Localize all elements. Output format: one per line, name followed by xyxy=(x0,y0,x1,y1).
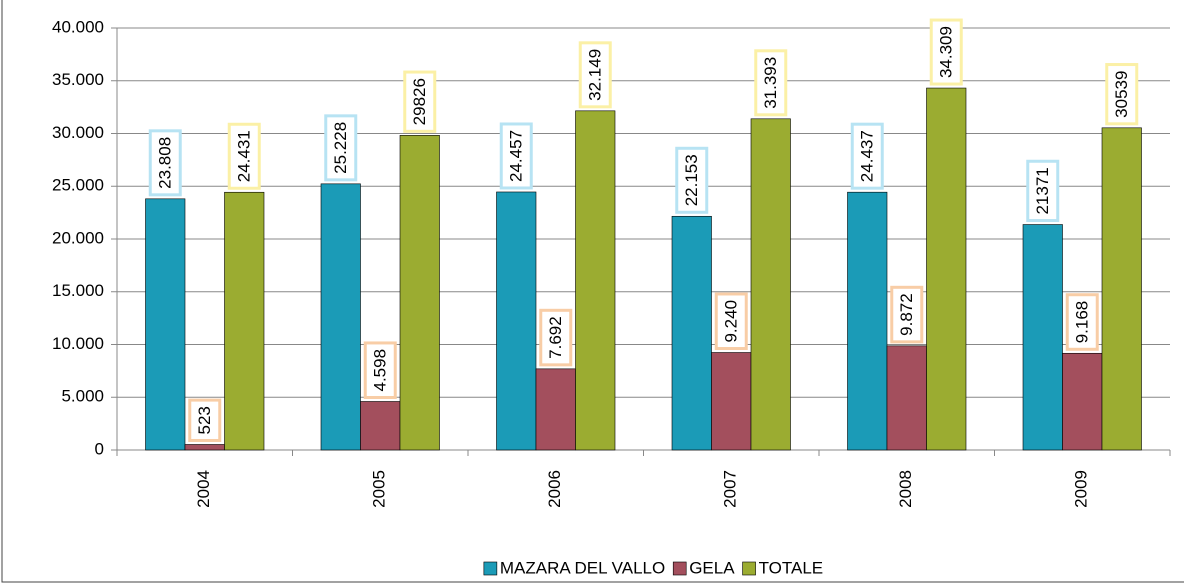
data-label-box xyxy=(890,285,924,344)
y-tick-label: 25.000 xyxy=(52,176,104,195)
y-tick-label: 15.000 xyxy=(52,281,104,300)
x-tick-label: 2004 xyxy=(194,470,213,508)
data-label-text: 9.168 xyxy=(1073,301,1092,344)
bar xyxy=(1062,352,1103,451)
legend-label: GELA xyxy=(689,558,735,577)
bar xyxy=(711,352,752,451)
y-tick-label: 5.000 xyxy=(61,387,104,406)
data-label: 24.431 xyxy=(227,122,261,190)
data-label: 23.808 xyxy=(148,129,182,197)
data-label-text: 34.309 xyxy=(937,26,956,78)
data-label-text: 24.457 xyxy=(507,130,526,182)
data-label: 523 xyxy=(188,398,222,442)
bar xyxy=(1022,224,1063,451)
data-label-box xyxy=(188,398,222,442)
data-label-text: 24.431 xyxy=(235,130,254,182)
y-tick-label: 35.000 xyxy=(52,70,104,89)
data-label-text: 523 xyxy=(195,406,214,434)
data-label-text: 7.692 xyxy=(546,316,565,359)
bar xyxy=(886,345,927,451)
bar xyxy=(399,135,440,451)
y-tick-label: 10.000 xyxy=(52,334,104,353)
data-label-text: 4.598 xyxy=(371,349,390,392)
y-tick-label: 20.000 xyxy=(52,228,104,247)
data-label: 9.240 xyxy=(714,292,748,351)
data-label-box xyxy=(539,308,573,367)
data-label-box xyxy=(1105,63,1139,126)
data-label-text: 23.808 xyxy=(156,137,175,189)
data-label: 9.168 xyxy=(1065,293,1099,351)
bar xyxy=(535,368,576,451)
data-label-text: 9.240 xyxy=(722,300,741,343)
data-label-box xyxy=(499,122,533,190)
data-label: 32.149 xyxy=(578,41,612,109)
data-label-box xyxy=(227,122,261,190)
data-label-text: 21371 xyxy=(1033,167,1052,214)
legend-label: MAZARA DEL VALLO xyxy=(500,558,665,577)
data-label: 22.153 xyxy=(675,146,709,214)
x-tick-label: 2005 xyxy=(370,470,389,508)
x-tick-label: 2009 xyxy=(1072,470,1091,508)
bar xyxy=(360,401,401,451)
data-label: 29826 xyxy=(403,70,437,133)
data-label-box xyxy=(929,18,963,86)
data-label-text: 24.437 xyxy=(858,130,877,182)
bar xyxy=(145,198,186,451)
legend-swatch xyxy=(742,561,756,576)
data-label: 25.228 xyxy=(324,114,358,182)
data-label: 30539 xyxy=(1105,63,1139,126)
data-label: 7.692 xyxy=(539,308,573,367)
data-label: 24.457 xyxy=(499,122,533,190)
data-label-text: 32.149 xyxy=(586,49,605,101)
x-tick-label: 2008 xyxy=(896,470,915,508)
data-label-box xyxy=(1065,293,1099,351)
bar xyxy=(320,183,361,451)
data-label-text: 31.393 xyxy=(761,57,780,109)
data-label-box xyxy=(714,292,748,351)
data-label-text: 9.872 xyxy=(897,293,916,336)
bar xyxy=(671,215,712,451)
y-tick-label: 0 xyxy=(95,439,104,458)
data-label-box xyxy=(403,70,437,133)
bar xyxy=(224,191,265,451)
bar xyxy=(750,118,791,451)
data-label-box xyxy=(148,129,182,197)
data-label: 9.872 xyxy=(890,285,924,344)
x-tick-label: 2006 xyxy=(545,470,564,508)
legend-swatch xyxy=(483,561,498,576)
data-label-text: 25.228 xyxy=(331,122,350,174)
data-label-box xyxy=(675,146,709,214)
bar xyxy=(1101,127,1142,451)
data-label: 34.309 xyxy=(929,18,963,86)
y-tick-label: 40.000 xyxy=(52,17,104,36)
data-label: 4.598 xyxy=(363,341,397,399)
bar xyxy=(496,191,537,451)
data-label-box xyxy=(1026,159,1060,223)
data-label-box xyxy=(324,114,358,182)
bar xyxy=(575,110,616,451)
bar xyxy=(847,191,888,451)
data-label: 24.437 xyxy=(850,122,884,190)
legend-swatch xyxy=(672,561,687,576)
data-label-box xyxy=(363,341,397,399)
data-label: 31.393 xyxy=(754,49,788,117)
legend: MAZARA DEL VALLO GELA TOTALE xyxy=(483,558,824,577)
bar xyxy=(184,444,225,451)
data-label-text: 30539 xyxy=(1112,71,1131,118)
x-tick-label: 2007 xyxy=(721,470,740,508)
bar xyxy=(926,87,967,451)
data-label-text: 22.153 xyxy=(682,154,701,206)
y-tick-label: 30.000 xyxy=(52,123,104,142)
data-label-box xyxy=(754,49,788,117)
data-label-box xyxy=(850,122,884,190)
data-label-box xyxy=(578,41,612,109)
data-label: 21371 xyxy=(1026,159,1060,223)
legend-label: TOTALE xyxy=(759,558,824,577)
data-label-text: 29826 xyxy=(410,78,429,125)
